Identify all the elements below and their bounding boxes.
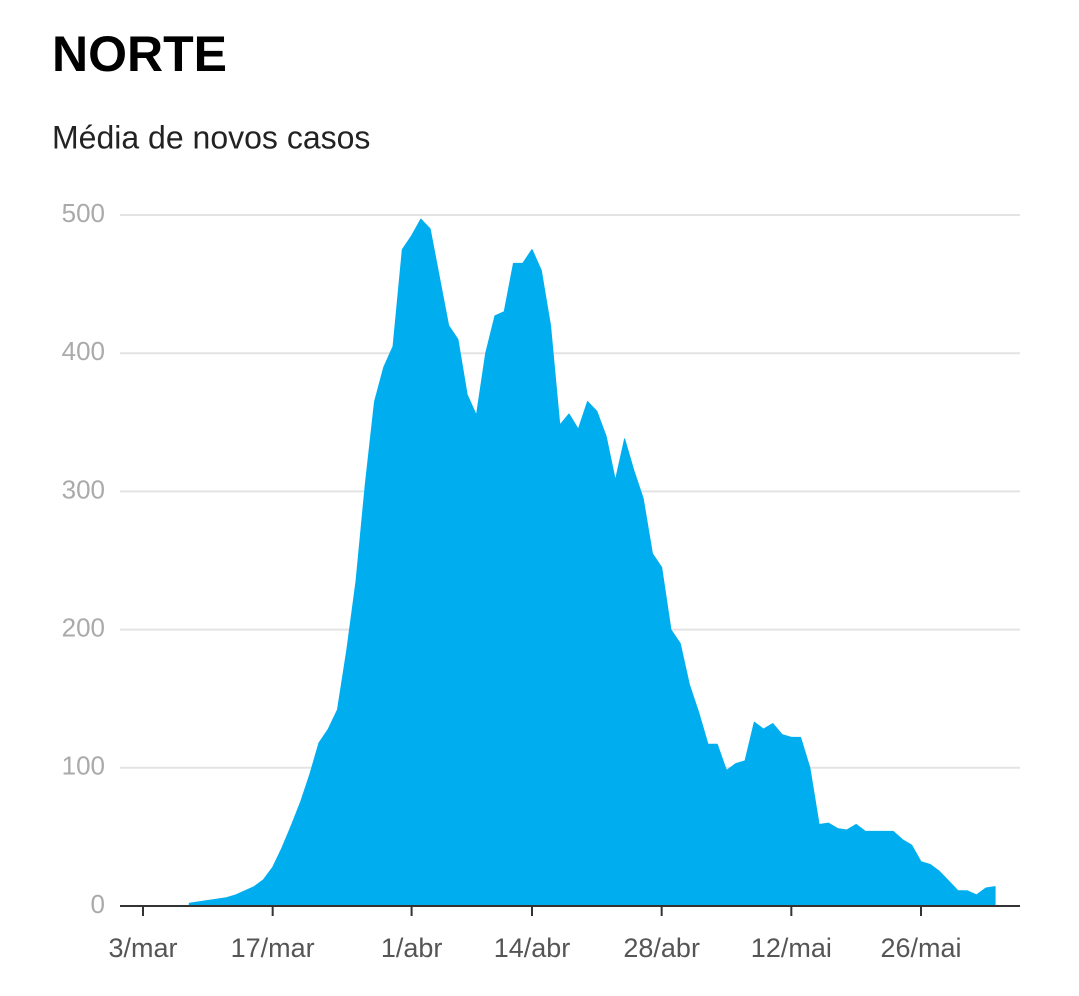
y-tick-label: 100	[62, 751, 105, 781]
x-tick-label: 14/abr	[494, 933, 571, 963]
x-tick-label: 17/mar	[231, 933, 315, 963]
x-tick-label: 28/abr	[623, 933, 700, 963]
y-tick-label: 200	[62, 612, 105, 642]
y-tick-label: 0	[91, 889, 105, 919]
x-tick-label: 1/abr	[381, 933, 443, 963]
area	[188, 218, 996, 907]
x-tick-label: 12/mai	[751, 933, 832, 963]
y-tick-label: 500	[62, 198, 105, 228]
y-tick-label: 400	[62, 336, 105, 366]
y-tick-label: 300	[62, 474, 105, 504]
chart-subtitle: Média de novos casos	[52, 119, 370, 155]
chart-title: NORTE	[52, 26, 227, 82]
x-tick-label: 26/mai	[880, 933, 961, 963]
x-tick-label: 3/mar	[108, 933, 177, 963]
